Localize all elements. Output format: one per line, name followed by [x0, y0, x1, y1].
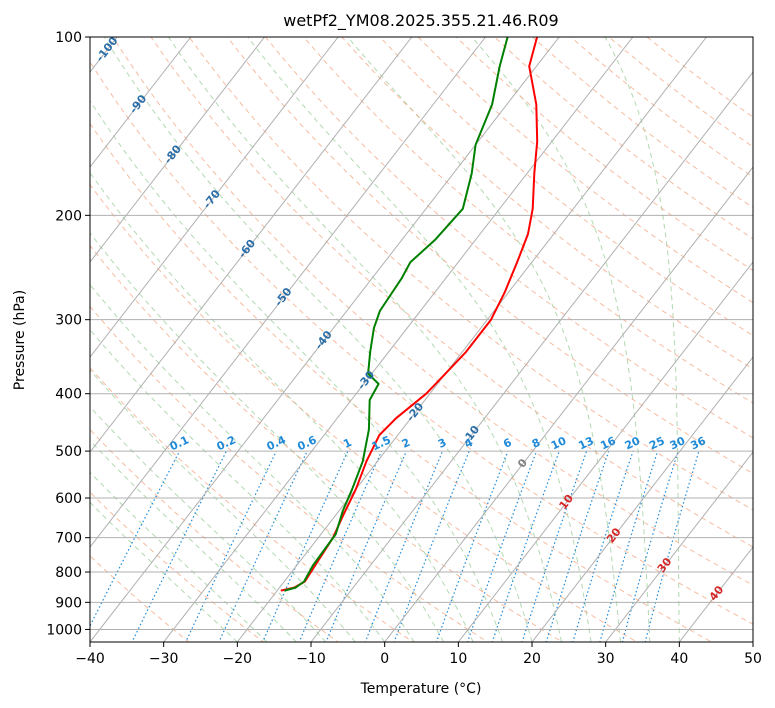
mixing-ratio-label: 36 [689, 434, 709, 452]
y-tick-label: 900 [55, 595, 82, 611]
dry-adiabat [112, 37, 753, 586]
moist-adiabat [604, 37, 680, 642]
isotherm-line [90, 37, 413, 453]
y-tick-label: 200 [55, 208, 82, 224]
y-tick-label: 800 [55, 565, 82, 581]
mixing-ratio-label: 25 [647, 434, 666, 452]
x-tick-label: −10 [296, 651, 326, 667]
isotherm-line [457, 261, 753, 642]
isotherm-line [384, 166, 753, 642]
mixing-ratio-label: 20 [623, 434, 643, 452]
mixing-ratio-label: 16 [598, 434, 618, 452]
moist-adiabat [90, 232, 445, 642]
plot-frame [89, 36, 754, 643]
y-tick-label: 300 [55, 313, 82, 329]
x-tick-label: 30 [597, 651, 615, 667]
y-tick-label: 500 [55, 444, 82, 460]
moist-adiabat [247, 37, 592, 642]
x-tick-label: 40 [670, 651, 688, 667]
isotherm-line [90, 37, 560, 642]
moist-adiabat [90, 328, 386, 642]
isotherm-line [90, 37, 486, 548]
y-tick-label: 100 [55, 30, 82, 46]
dry-adiabat [90, 428, 340, 642]
mixing-ratio-label: 13 [576, 434, 595, 452]
x-tick-label: −20 [223, 651, 253, 667]
isotherm-line [163, 37, 634, 642]
x-tick-label: 50 [744, 651, 762, 667]
moist-adiabat [471, 37, 651, 642]
isotherm-line [605, 451, 753, 642]
isotherm-line [90, 37, 339, 358]
mixing-ratio-label: 30 [668, 434, 688, 452]
dewpoint-profile-line [284, 37, 509, 592]
moist-adiabat [90, 405, 327, 642]
y-tick-label: 1000 [46, 622, 82, 638]
dry-adiabat [379, 37, 753, 337]
moist-adiabat [104, 37, 533, 642]
moist-adiabat [347, 37, 621, 642]
dry-adiabat [303, 37, 753, 404]
dry-adiabat [90, 555, 190, 642]
moist-adiabat [90, 369, 356, 642]
dry-adiabat [90, 367, 414, 642]
y-tick-label: 400 [55, 387, 82, 403]
dry-adiabat [226, 37, 753, 475]
x-tick-label: −40 [75, 651, 105, 667]
moist-adiabat [90, 171, 474, 642]
x-tick-label: 10 [449, 651, 467, 667]
x-tick-label: −30 [149, 651, 179, 667]
chart-title: wetPf2_YM08.2025.355.21.46.R09 [283, 11, 558, 31]
x-axis-label: Temperature (°C) [360, 681, 482, 697]
x-tick-label: 0 [380, 651, 389, 667]
moist-adiabat [90, 99, 503, 642]
isotherm-line [531, 356, 753, 642]
isotherm-line [90, 37, 192, 168]
y-tick-label: 700 [55, 531, 82, 547]
isotherm-line [236, 37, 707, 642]
y-tick-label: 600 [55, 491, 82, 507]
x-tick-label: 20 [523, 651, 541, 667]
y-axis-label: Pressure (hPa) [12, 290, 28, 390]
isotherm-line [310, 71, 753, 642]
isotherm-line [90, 37, 265, 263]
mixing-ratio-label: 10 [549, 434, 569, 452]
